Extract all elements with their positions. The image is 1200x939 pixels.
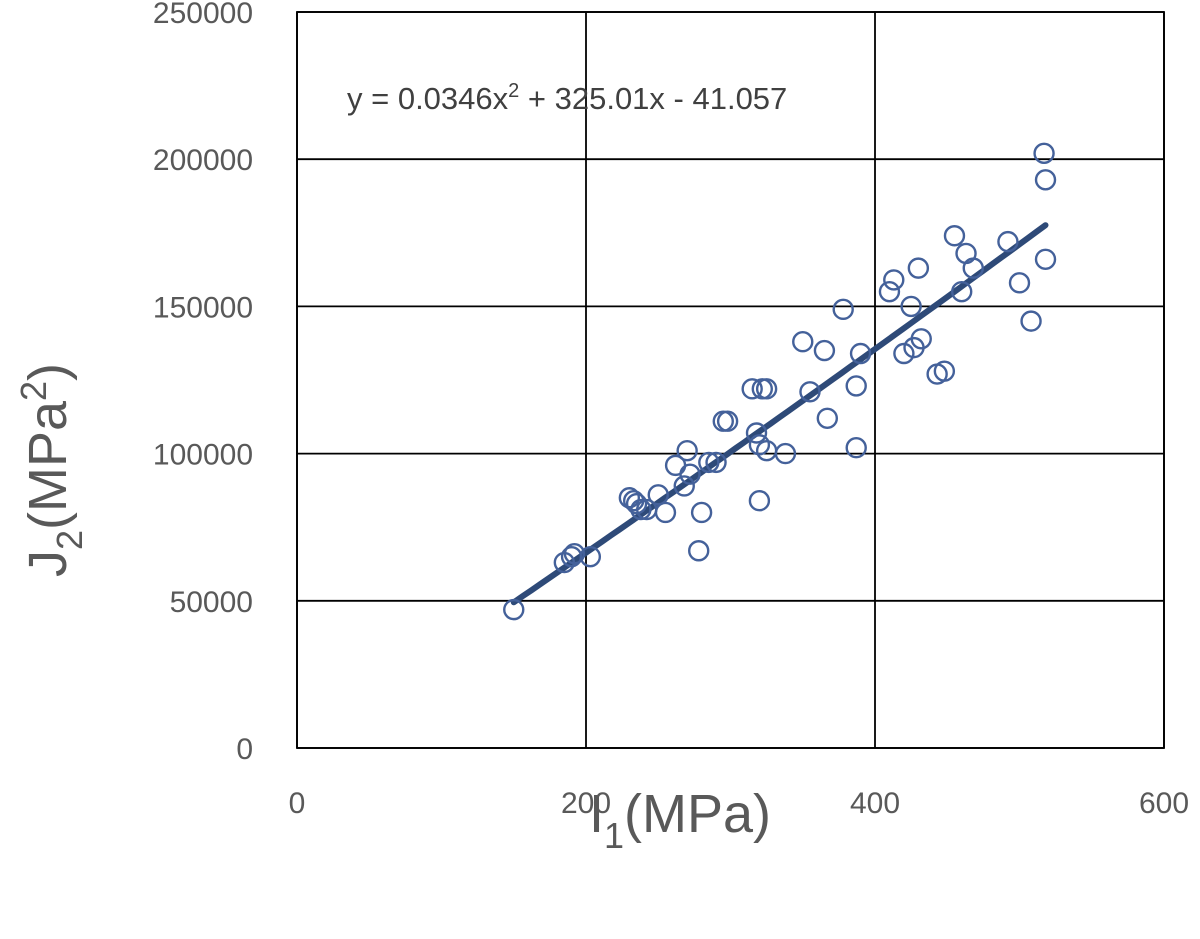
data-point xyxy=(741,378,763,400)
data-point xyxy=(951,280,973,303)
data-point xyxy=(832,298,854,321)
x-tick-label: 600 xyxy=(1139,787,1189,820)
x-tick-label: 400 xyxy=(850,787,900,820)
y-tick-label: 50000 xyxy=(170,586,253,619)
data-point xyxy=(933,360,956,382)
data-point xyxy=(943,225,966,247)
data-point xyxy=(688,540,710,562)
data-point xyxy=(997,230,1019,253)
data-point xyxy=(745,422,768,444)
data-point xyxy=(579,545,602,568)
y-tick-label: 250000 xyxy=(153,0,253,30)
trendline-group xyxy=(510,222,1049,606)
data-point xyxy=(845,437,867,459)
data-point xyxy=(647,484,669,506)
gridlines xyxy=(296,11,1165,749)
data-point xyxy=(893,342,915,365)
y-axis-title: J2(MPa2) xyxy=(13,363,90,577)
data-point xyxy=(910,328,932,350)
data-point xyxy=(630,498,652,521)
data-point xyxy=(962,257,984,279)
data-point xyxy=(1008,272,1031,294)
x-axis-ticks: 0 200 400 600 xyxy=(289,787,1189,820)
data-point xyxy=(748,490,771,512)
plot-frame xyxy=(296,11,1165,749)
y-tick-label: 200000 xyxy=(153,144,253,177)
data-point xyxy=(813,339,836,362)
data-point xyxy=(883,269,905,291)
data-point xyxy=(955,242,977,265)
y-tick-label: 100000 xyxy=(153,439,253,472)
data-point xyxy=(878,280,901,303)
data-point xyxy=(792,331,814,353)
data-point xyxy=(799,381,821,403)
data-point xyxy=(1034,248,1057,270)
data-point xyxy=(1033,142,1055,165)
data-point xyxy=(755,378,778,400)
data-point xyxy=(774,442,797,465)
y-tick-label: 150000 xyxy=(153,291,253,324)
data-point xyxy=(816,407,839,429)
data-point xyxy=(712,410,734,432)
data-point xyxy=(698,451,720,474)
data-point xyxy=(503,598,525,621)
data-point xyxy=(1034,169,1057,191)
data-point xyxy=(845,375,867,397)
data-point xyxy=(679,463,701,485)
data-point xyxy=(563,542,586,565)
x-tick-label: 200 xyxy=(561,787,611,820)
data-point xyxy=(673,475,695,497)
data-point xyxy=(690,501,713,524)
trendline xyxy=(510,222,1049,606)
y-axis-ticks: 0 50000 100000 150000 200000 250000 xyxy=(153,0,253,766)
y-tick-label: 0 xyxy=(236,733,253,766)
x-axis-title: I1(MPa) xyxy=(589,784,771,856)
x-tick-label: 0 xyxy=(289,787,306,820)
data-point xyxy=(1020,310,1042,332)
data-point xyxy=(654,501,677,524)
data-point xyxy=(618,487,641,509)
data-point xyxy=(716,410,739,432)
trendline-equation: y = 0.0346x2 + 325.01x - 41.057 xyxy=(347,80,787,116)
data-points xyxy=(503,142,1057,621)
data-point xyxy=(748,434,771,456)
data-point xyxy=(676,439,698,462)
data-point xyxy=(625,492,648,515)
data-point xyxy=(907,257,930,279)
data-point xyxy=(849,342,872,365)
data-point xyxy=(705,451,727,474)
data-point xyxy=(900,295,922,318)
